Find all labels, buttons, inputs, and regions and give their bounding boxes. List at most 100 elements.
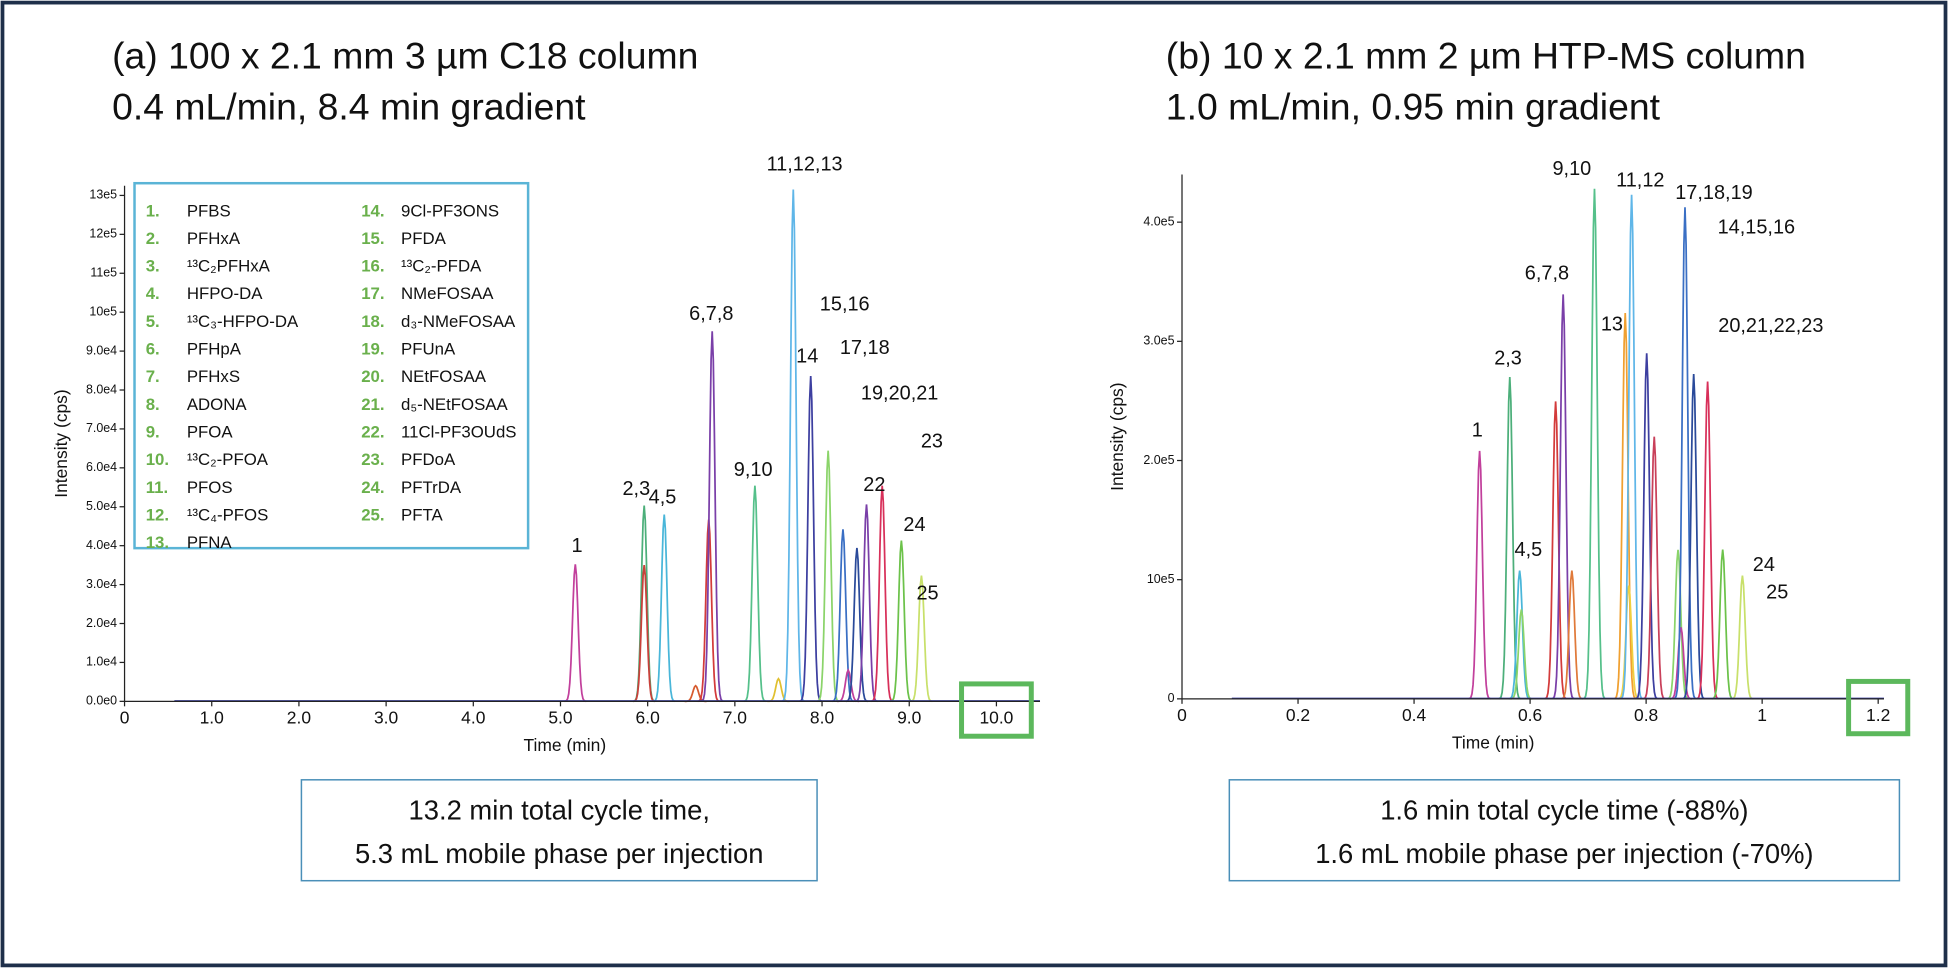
legend-name: PFHxA [187,229,241,248]
peak-label: 4,5 [1515,539,1543,561]
peak [781,189,805,702]
legend-name: 11Cl-PF3OUdS [401,422,516,441]
x-tick-label: 9.0 [897,707,922,727]
peak [1696,381,1719,700]
legend-box [133,181,530,550]
y-tick-label: 1.0e4 [86,655,117,669]
peak [1498,377,1522,700]
peak-label: 6,7,8 [689,303,733,325]
peak [1583,188,1606,700]
legend-number: 10. [146,450,169,469]
peak [1620,194,1643,700]
caption-line: 5.3 mL mobile phase per injection [355,838,764,869]
peak-label: 24 [903,514,925,536]
x-axis-label: Time (min) [524,735,607,755]
legend-name: PFTrDA [401,478,462,497]
y-tick-label: 5.0e4 [86,499,117,513]
peak-label: 2,3 [622,478,650,500]
x-tick-label: 0 [120,707,130,727]
peak-label: 13 [1601,314,1623,336]
legend-name: ¹³C₂-PFDA [401,257,482,276]
highlight-box [959,681,1034,739]
x-axis-label: Time (min) [1452,732,1535,752]
peak [910,575,933,703]
legend-number: 14. [361,201,384,220]
x-tick-label: 5.0 [548,707,573,727]
x-tick-label: 10.0 [979,707,1013,727]
highlight-box [1846,678,1911,737]
peak [700,331,724,703]
chart-subtitle: 1.0 mL/min, 0.95 min gradient [1166,86,1661,128]
x-tick-label: 0 [1177,705,1187,725]
peak-label: 11,12 [1616,169,1664,191]
legend-number: 3. [146,257,160,276]
x-tick-label: 8.0 [810,707,835,727]
legend-number: 1. [146,201,160,220]
peak-label: 14 [796,346,818,368]
legend-number: 22. [361,422,384,441]
legend-number: 4. [146,284,160,303]
peak-label: 6,7,8 [1525,263,1569,285]
x-tick-label: 1.2 [1866,705,1890,725]
y-tick-label: 6.0e4 [86,460,117,474]
peak-label: 17,18 [840,337,890,359]
y-tick-label: 7.0e4 [86,421,117,435]
legend-name: NEtFOSAA [401,367,487,386]
legend-number: 12. [146,505,169,524]
peak [1643,436,1666,700]
peak [1711,549,1734,700]
y-tick-label: 8.0e4 [86,382,117,396]
peak-label: 20,21,22,23 [1718,315,1823,337]
legend-number: 25. [361,505,384,524]
y-tick-label: 2.0e4 [86,616,117,630]
peak [1468,450,1491,700]
legend-name: ADONA [187,395,248,414]
peak [1560,570,1583,700]
peak [1551,294,1575,700]
peak [871,485,894,703]
legend-number: 8. [146,395,160,414]
legend-number: 17. [361,284,384,303]
legend-name: PFNA [187,533,233,552]
legend-name: HFPO-DA [187,284,263,303]
peak-label: 9,10 [1552,158,1591,180]
legend-number: 6. [146,340,160,359]
legend-name: PFOA [187,422,234,441]
peak [1635,353,1658,700]
legend-name: ¹³C₂-PFOA [187,450,269,469]
legend-number: 19. [361,340,384,359]
y-tick-label: 4.0e5 [1143,214,1174,228]
y-tick-label: 4.0e4 [86,538,117,552]
peak [799,375,822,703]
legend-name: PFBS [187,201,231,220]
peak-label: 19,20,21 [861,383,939,405]
chart-title: (b) 10 x 2.1 mm 2 µm HTP-MS column [1166,35,1806,77]
x-tick-label: 0.8 [1634,705,1658,725]
peak [1617,585,1640,700]
legend-name: PFDoA [401,450,456,469]
legend-number: 15. [361,229,384,248]
peak-label: 24 [1753,554,1775,576]
legend-name: ¹³C₄-PFOS [187,505,269,524]
peak-label: 25 [1766,581,1788,603]
peak-label: 9,10 [734,459,773,481]
peak [1508,570,1531,700]
peak-label: 15,16 [820,293,870,315]
legend-number: 7. [146,367,160,386]
peak-label: 25 [916,583,938,605]
peak [564,564,587,703]
legend-name: PFOS [187,478,233,497]
legend-name: ¹³C₂PFHxA [187,257,271,276]
legend-number: 2. [146,229,160,248]
legend-name: PFDA [401,229,447,248]
peak-label: 1 [1472,420,1483,442]
peak [1669,627,1692,700]
y-tick-label: 10e5 [1147,572,1175,586]
legend-name: ¹³C₃-HFPO-DA [187,312,299,331]
legend-number: 16. [361,257,384,276]
x-tick-label: 1.0 [200,707,225,727]
peak-label: 17,18,19 [1675,182,1753,204]
x-tick-label: 0.4 [1402,705,1427,725]
legend-name: d₃-NMeFOSAA [401,312,516,331]
